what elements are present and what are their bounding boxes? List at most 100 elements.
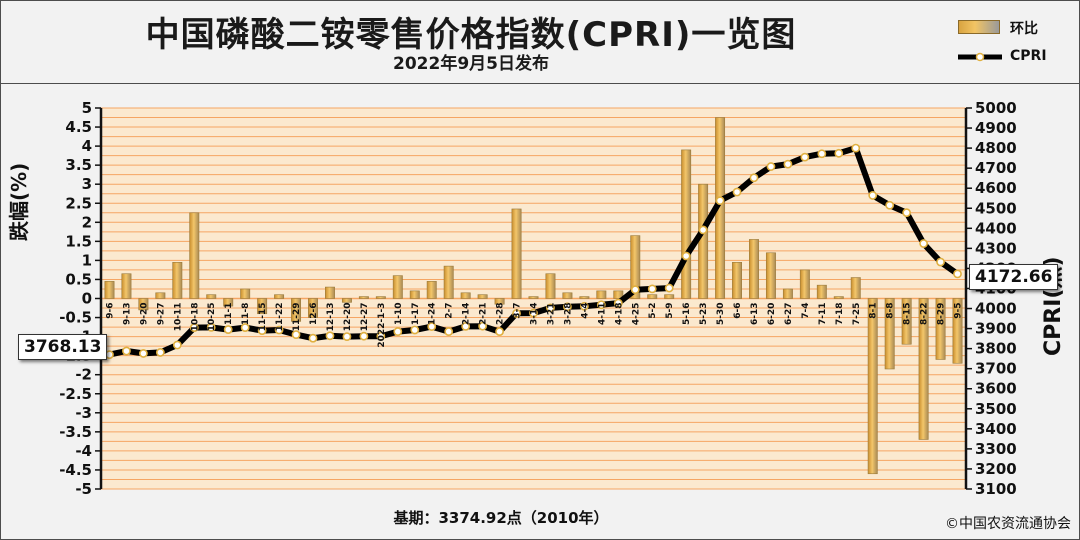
y-right-tick-label: 4300 [975,239,1017,257]
x-tick-label: 8-1 [869,302,879,318]
y-right-tick-label: 4600 [975,179,1017,197]
bar [545,273,556,299]
y-right-tick-label: 5000 [975,99,1017,117]
x-tick-label: 1-24 [428,302,438,325]
y-left-tick-label: -5 [75,480,92,498]
x-tick-label: 8-29 [937,303,947,326]
x-tick-label: 12-6 [309,302,319,325]
legend-bar-label: 环比 [1010,21,1038,37]
line-point [596,300,606,310]
line-point [342,332,352,341]
line-point [427,322,437,331]
x-tick-label: 8-22 [920,303,930,326]
x-tick-label: 7-4 [801,303,811,319]
line-point [766,162,776,171]
line-point [630,285,640,295]
line-point [257,326,267,335]
bar [308,298,318,318]
x-tick-label: 2-14 [462,303,472,326]
bar [630,235,641,299]
y-right-tick-label: 3800 [975,340,1017,358]
x-tick-label: 2-28 [496,303,506,326]
line-point [495,327,504,336]
line-point [122,346,131,356]
chart-plot: 9-6 9-13 9-20 9-27 10-11 10-18 10-25 11-1 11-8 11… [59,99,1017,498]
y-left-tick-label: 0.5 [65,270,92,288]
x-tick-label: 3-7 [513,302,523,318]
bar [596,290,607,299]
y-left-tick-label: 0 [82,290,92,308]
x-tick-label: 7-25 [852,303,862,326]
x-tick-label: 11-22 [275,303,285,332]
y-right-tick-label: 4500 [975,199,1017,217]
legend-bar-swatch [958,20,1000,34]
chart-header: 中国磷酸二铵零售价格指数(CPRI)一览图 2022年9月5日发布 环比 CPR… [1,1,1079,84]
x-tick-label: 5-23 [699,302,709,325]
bar [189,212,200,299]
bar [664,294,675,299]
line-point [800,152,810,162]
line-point [546,303,555,313]
chart-title: 中国磷酸二铵零售价格指数(CPRI)一览图 [145,15,797,55]
line-point [715,196,725,206]
x-tick-label: 11-1 [224,302,234,325]
line-point [308,333,318,343]
line-point [698,225,708,235]
x-tick-label: 6-20 [767,303,777,326]
bar [901,298,912,345]
y-right-tick-label: 3900 [975,320,1017,338]
y-left-tick-label: 1 [82,251,92,269]
bar [206,294,217,299]
x-tick-label: 5-30 [716,303,726,326]
bar [358,296,369,299]
chart-subtitle: 2022年9月5日发布 [393,54,549,74]
line-point [953,269,962,279]
y-right-tick-label: 3200 [975,460,1017,478]
legend: 环比 CPRI [956,15,1071,71]
x-tick-label: 4-4 [580,303,590,319]
bar [613,290,624,299]
bar [833,296,844,299]
bar [392,275,403,299]
bar [765,252,776,299]
y-left-tick-label: 5 [82,99,92,117]
bar [749,239,759,299]
bar [155,292,166,299]
y-right-tick-label: 4900 [975,119,1017,137]
x-tick-label: 10-11 [173,302,183,331]
x-tick-label: 8-8 [886,303,896,319]
bar [918,298,929,440]
bar [291,298,302,322]
x-tick-label: 10-18 [190,303,200,332]
bar [138,298,149,311]
y-right-tick-label: 4700 [975,159,1017,177]
bar [511,208,522,299]
x-tick-label: 9-5 [954,302,964,318]
line-point [681,251,691,261]
line-point [529,308,538,318]
bar [952,298,963,364]
bar [884,298,895,370]
bar [443,265,454,299]
x-tick-label: 3-28 [563,302,573,325]
bar [799,269,810,299]
bar [460,292,471,299]
line-point [749,173,759,183]
x-tick-label: 7-18 [835,303,845,326]
x-tick-label: 6-6 [733,302,743,318]
bar [935,298,946,360]
x-tick-label: 11-15 [258,302,268,331]
line-point [732,187,742,197]
bar [477,294,488,299]
start-value-callout: 3768.13 [18,334,108,360]
line-point [478,321,488,331]
line-point [139,349,148,358]
legend-line-swatch [958,52,1002,62]
bar [579,296,590,299]
y-right-tick-label: 4000 [975,300,1017,318]
x-tick-label: 1-17 [411,303,421,326]
y-axis-left-label: 跌幅(%) [7,162,31,241]
x-tick-label: 3-21 [547,303,557,326]
x-tick-label: 9-13 [122,302,132,325]
y-left-tick-label: 3.5 [65,156,92,174]
